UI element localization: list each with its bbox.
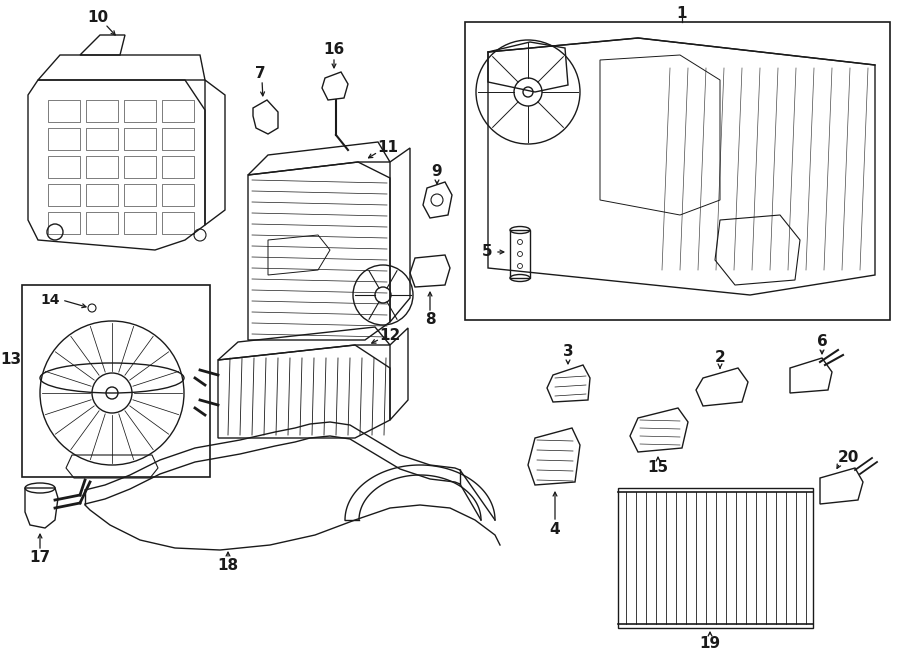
Text: 13: 13 xyxy=(0,352,22,368)
Bar xyxy=(162,128,194,150)
Text: 1: 1 xyxy=(677,5,688,20)
Text: 5: 5 xyxy=(482,245,492,260)
Bar xyxy=(465,22,890,320)
Text: 12: 12 xyxy=(380,327,400,342)
Bar xyxy=(162,156,194,178)
Bar xyxy=(162,184,194,206)
Text: 10: 10 xyxy=(87,11,109,26)
Bar xyxy=(124,100,156,122)
Text: 8: 8 xyxy=(425,313,436,327)
Text: 2: 2 xyxy=(715,350,725,366)
Text: 18: 18 xyxy=(218,559,238,574)
Text: 17: 17 xyxy=(30,551,50,566)
Text: 4: 4 xyxy=(550,522,561,537)
Text: 11: 11 xyxy=(377,141,399,155)
Bar xyxy=(48,128,80,150)
Text: 15: 15 xyxy=(647,461,669,475)
Bar xyxy=(618,488,813,628)
Text: 20: 20 xyxy=(837,451,859,465)
Text: 9: 9 xyxy=(432,165,442,180)
Bar xyxy=(86,100,118,122)
Text: 16: 16 xyxy=(323,42,345,58)
Bar xyxy=(48,156,80,178)
Text: 3: 3 xyxy=(562,344,573,360)
Bar xyxy=(48,100,80,122)
Bar xyxy=(162,212,194,234)
Bar xyxy=(162,100,194,122)
Text: 6: 6 xyxy=(816,334,827,350)
Bar xyxy=(124,156,156,178)
Bar xyxy=(48,184,80,206)
Bar xyxy=(510,230,530,278)
Bar xyxy=(86,184,118,206)
Bar xyxy=(86,156,118,178)
Bar xyxy=(124,184,156,206)
Bar xyxy=(86,212,118,234)
Text: 19: 19 xyxy=(699,635,721,650)
Bar xyxy=(48,212,80,234)
Text: 14: 14 xyxy=(40,293,59,307)
Bar xyxy=(124,128,156,150)
Text: 7: 7 xyxy=(255,65,266,81)
Bar xyxy=(22,285,210,477)
Bar xyxy=(124,212,156,234)
Bar xyxy=(86,128,118,150)
